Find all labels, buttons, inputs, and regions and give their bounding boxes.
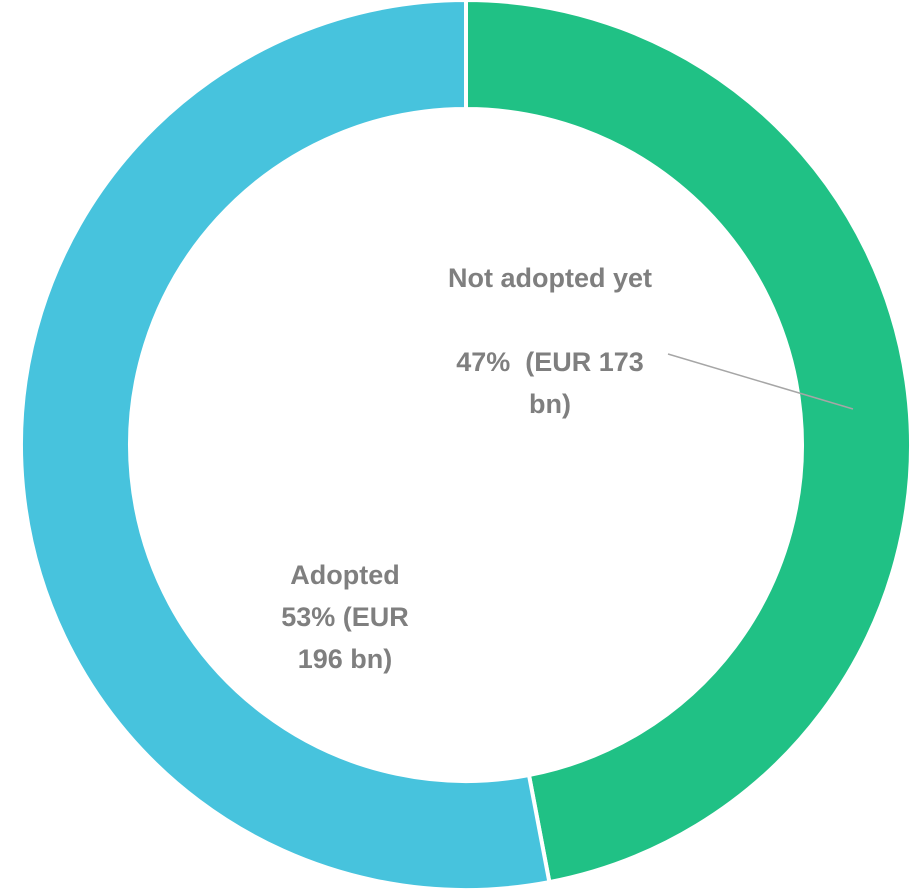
value-label: 53% (EUR 196 bn) <box>281 602 417 674</box>
donut-segment <box>464 0 912 885</box>
category-label: Adopted <box>290 560 400 590</box>
value-label: 47% (EUR 173 bn) <box>456 347 652 419</box>
donut-segment <box>19 0 552 890</box>
category-label: Not adopted yet <box>447 263 652 293</box>
leader-line <box>667 353 854 410</box>
